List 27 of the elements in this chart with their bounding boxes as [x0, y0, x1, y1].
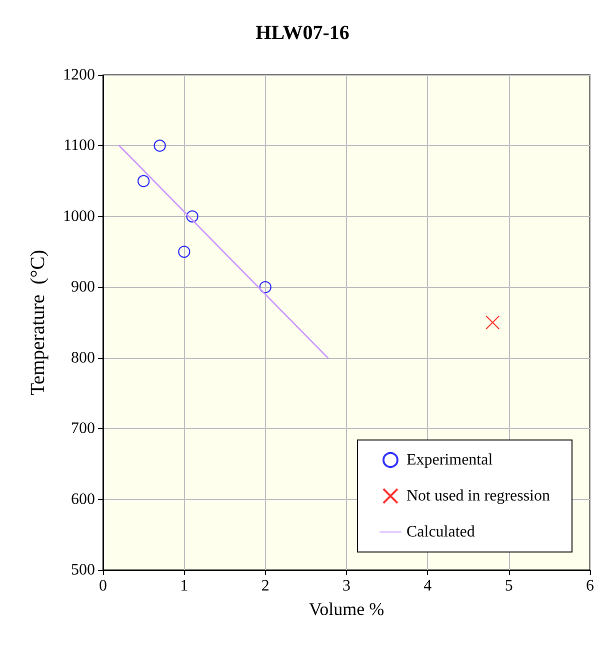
y-tick-label: 800	[71, 349, 95, 366]
point	[259, 281, 272, 294]
x-tick-label: 5	[504, 578, 513, 594]
y-tick-label: 1100	[64, 137, 95, 154]
point	[186, 210, 198, 223]
x-tick-label: 6	[586, 578, 594, 594]
y-tick-label: 500	[71, 562, 95, 578]
point	[178, 246, 190, 258]
x-axis-title: Volume %	[308, 599, 384, 619]
y-tick-label: 1000	[63, 208, 95, 225]
x-tick-label: 0	[99, 578, 107, 594]
legend-label: Calculated	[406, 524, 475, 540]
legend-label: Experimental	[406, 452, 494, 468]
x-tick-label: 4	[424, 578, 432, 594]
point	[137, 174, 150, 188]
chart-title: HLW07-16	[256, 22, 350, 44]
legend-label: Not used in regression	[406, 488, 550, 504]
x-tick-label: 1	[180, 578, 188, 594]
y-tick-label: 700	[71, 420, 95, 438]
point	[486, 315, 500, 330]
x-tick-label: 2	[261, 578, 270, 594]
y-tick-label: 900	[71, 278, 95, 296]
y-axis-title: Temperature (°C)	[27, 250, 49, 396]
y-tick-label: 1200	[63, 66, 95, 84]
x-tick-label: 3	[342, 578, 350, 594]
y-tick-label: 600	[71, 490, 95, 508]
point	[154, 140, 166, 152]
